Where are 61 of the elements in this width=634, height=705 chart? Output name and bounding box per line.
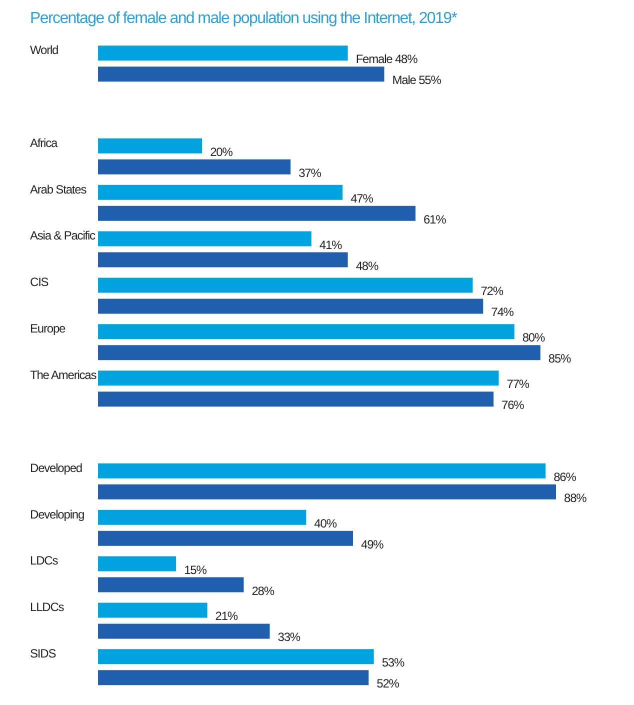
bar xyxy=(98,138,202,154)
data-label: 52% xyxy=(376,676,400,691)
data-label: 86% xyxy=(554,470,577,484)
y-tick-label: CIS xyxy=(30,275,49,290)
data-label: 88% xyxy=(564,490,588,505)
y-tick-label: Asia & Pacific xyxy=(30,228,96,243)
y-tick-label: Developed xyxy=(30,460,82,475)
data-label: 61% xyxy=(423,212,447,226)
data-label: 20% xyxy=(210,144,234,159)
bar xyxy=(98,556,176,572)
data-label: 76% xyxy=(502,398,525,412)
y-tick-label: LDCs xyxy=(30,554,58,568)
text: Male 55% xyxy=(392,73,441,88)
bar xyxy=(98,231,312,246)
y-tick-label: Africa xyxy=(30,136,58,150)
data-label: 80% xyxy=(522,330,546,345)
data-label: 28% xyxy=(252,584,275,598)
bar xyxy=(98,463,546,478)
y-tick-label: LLDCs xyxy=(30,600,64,614)
data-label: 53% xyxy=(382,656,405,670)
bar xyxy=(98,530,354,546)
data-label: 72% xyxy=(480,284,504,298)
y-tick-label: The Americas xyxy=(30,368,97,382)
bar xyxy=(98,392,494,407)
text: Female 48% xyxy=(356,52,418,66)
data-label: 47% xyxy=(350,191,374,206)
bar xyxy=(98,298,484,314)
bar xyxy=(98,66,384,82)
y-tick-label: SIDS xyxy=(30,646,56,661)
bar xyxy=(98,345,540,360)
data-label: 77% xyxy=(506,377,530,392)
bar xyxy=(98,649,374,664)
bar xyxy=(98,46,348,61)
bar xyxy=(98,370,499,386)
bar xyxy=(98,206,416,221)
bar xyxy=(98,324,514,340)
data-label: 40% xyxy=(314,516,338,530)
data-label: 49% xyxy=(361,537,384,552)
y-tick-label: Arab States xyxy=(30,182,87,196)
y-tick-label: World xyxy=(30,43,58,57)
data-label: 33% xyxy=(278,630,301,644)
bar xyxy=(98,484,556,500)
data-label: 37% xyxy=(298,166,322,180)
bar xyxy=(98,184,343,200)
data-label: 48% xyxy=(356,258,379,273)
bar xyxy=(98,278,473,293)
data-label: 21% xyxy=(215,609,238,624)
bar xyxy=(98,510,306,525)
bar xyxy=(98,624,270,639)
data-label: 15% xyxy=(184,562,208,577)
bar xyxy=(98,602,208,618)
bar xyxy=(98,670,369,686)
bar xyxy=(98,159,291,174)
data-label: 74% xyxy=(491,305,514,320)
chart-title: Percentage of female and male population using the Internet, 2019* xyxy=(29,9,458,29)
data-label: 41% xyxy=(319,238,343,252)
bar xyxy=(98,577,244,592)
y-tick-label: Developing xyxy=(30,507,84,522)
bar xyxy=(98,252,348,268)
data-label: 85% xyxy=(548,352,572,366)
y-tick-label: Europe xyxy=(30,322,66,336)
